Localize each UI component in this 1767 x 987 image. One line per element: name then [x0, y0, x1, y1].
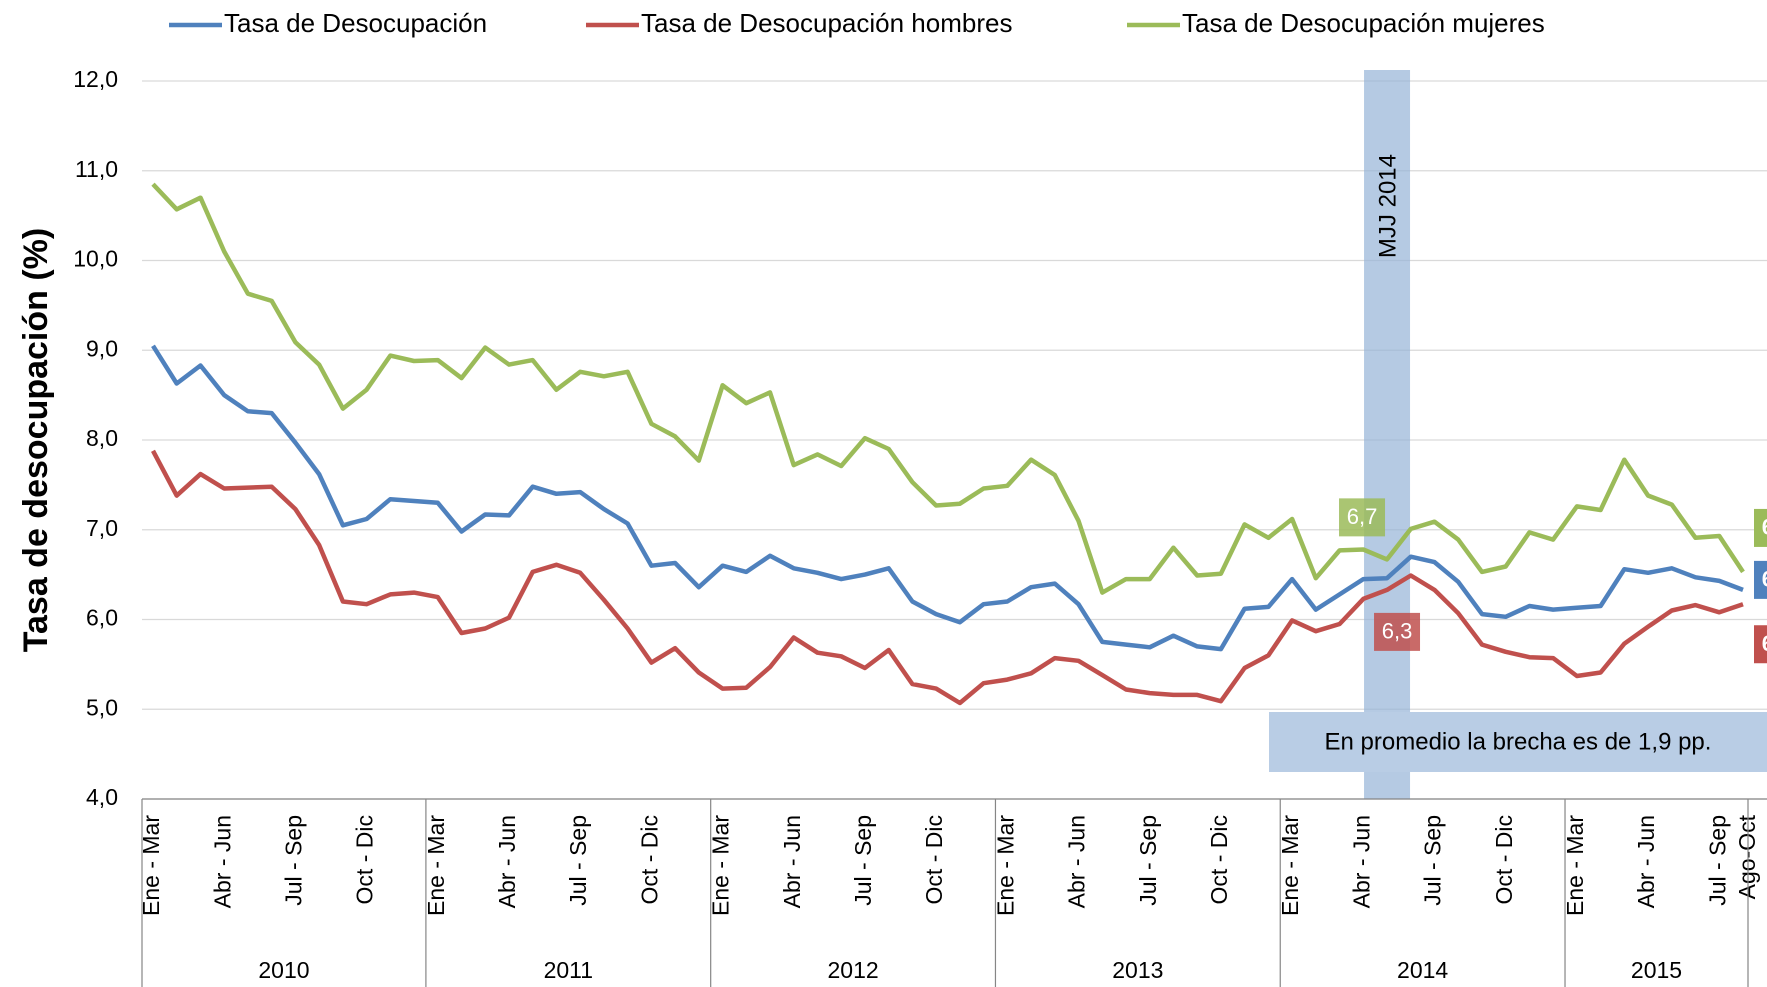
x-tick-label: Abr - Jun — [1348, 815, 1374, 908]
x-tick-label: Ene - Mar — [1562, 815, 1588, 916]
x-tick-label: Oct - Dic — [352, 815, 378, 904]
data-label: 6,3 — [1762, 567, 1767, 592]
y-tick-label: 7,0 — [86, 515, 118, 541]
x-group-label: 2010 — [258, 957, 309, 983]
y-tick-label: 9,0 — [86, 335, 118, 361]
x-tick-label: Oct - Dic — [1206, 815, 1232, 904]
y-tick-label: 10,0 — [73, 246, 118, 272]
x-tick-label: Jul - Sep — [280, 815, 306, 906]
x-tick-label: Ago-Oct — [1734, 814, 1760, 899]
legend-label: Tasa de Desocupación hombres — [641, 8, 1012, 38]
data-label: 6,7 — [1347, 504, 1378, 529]
band-label: MJJ 2014 — [1374, 154, 1401, 258]
x-tick-label: Jul - Sep — [1420, 815, 1446, 906]
x-tick-label: Jul - Sep — [850, 815, 876, 906]
x-tick-label: Abr - Jun — [494, 815, 520, 908]
x-tick-label: Ene - Mar — [992, 815, 1018, 916]
x-group-label: 2011 — [544, 957, 593, 983]
data-label-box — [1339, 498, 1386, 537]
x-tick-label: Abr - Jun — [1064, 815, 1090, 908]
x-group-label: 2015 — [1631, 957, 1682, 983]
x-group-label: 2013 — [1112, 957, 1163, 983]
x-tick-label: Oct - Dic — [921, 815, 947, 904]
data-label-box — [1754, 508, 1767, 547]
x-tick-label: Ene - Mar — [708, 815, 734, 916]
y-tick-label: 4,0 — [86, 784, 118, 810]
data-label-box — [1374, 612, 1421, 651]
x-tick-label: Ene - Mar — [423, 815, 449, 916]
data-label: 6,2 — [1762, 631, 1767, 656]
series-line — [151, 449, 1744, 706]
x-tick-label: Jul - Sep — [1135, 815, 1161, 906]
x-tick-label: Jul - Sep — [565, 815, 591, 906]
data-label: 6,3 — [1382, 619, 1413, 644]
y-tick-label: 5,0 — [86, 694, 118, 720]
series-line — [151, 182, 1745, 595]
y-axis-title: Tasa de desocupación (%) — [17, 228, 55, 652]
x-tick-label: Abr - Jun — [779, 815, 805, 908]
legend-label: Tasa de Desocupación — [224, 8, 487, 38]
x-tick-label: Ene - Mar — [1277, 815, 1303, 916]
annotation: En promedio la brecha es de 1,9 pp. — [1325, 728, 1712, 755]
y-tick-label: 12,0 — [73, 66, 118, 92]
x-tick-label: Abr - Jun — [209, 815, 235, 908]
data-label-box — [1754, 560, 1767, 599]
data-label-box — [1754, 625, 1767, 664]
x-tick-label: Abr - Jun — [1633, 815, 1659, 908]
legend-label: Tasa de Desocupación mujeres — [1182, 8, 1545, 38]
y-tick-label: 6,0 — [86, 605, 118, 631]
x-group-label: 2012 — [827, 957, 878, 983]
x-tick-label: Oct - Dic — [1491, 815, 1517, 904]
data-label: 6,5 — [1762, 515, 1767, 540]
y-tick-label: 8,0 — [86, 425, 118, 451]
x-tick-label: Oct - Dic — [636, 815, 662, 904]
x-group-label: 2014 — [1397, 957, 1448, 983]
annotation-box — [1269, 712, 1767, 772]
x-tick-label: Jul - Sep — [1704, 815, 1730, 906]
series-line — [151, 344, 1744, 652]
y-tick-label: 11,0 — [75, 156, 118, 182]
highlight-band — [1364, 70, 1411, 799]
